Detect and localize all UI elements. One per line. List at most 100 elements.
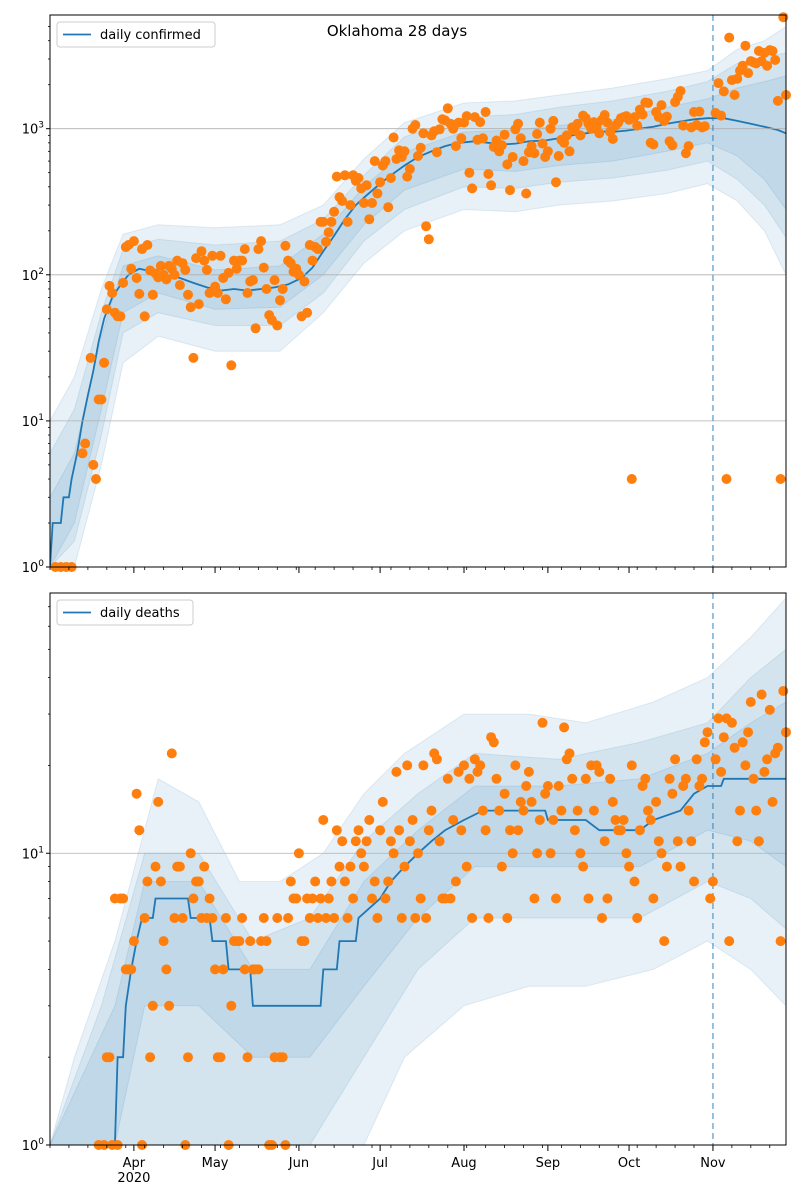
data-point bbox=[312, 244, 323, 255]
data-point bbox=[513, 118, 524, 129]
data-point bbox=[548, 115, 559, 126]
data-point bbox=[375, 825, 386, 836]
data-point bbox=[318, 815, 329, 825]
data-point bbox=[707, 876, 718, 887]
data-point bbox=[139, 913, 150, 923]
data-point bbox=[594, 128, 605, 139]
data-point bbox=[564, 146, 575, 157]
data-point bbox=[502, 913, 513, 923]
data-point bbox=[231, 263, 242, 274]
data-point bbox=[315, 893, 326, 904]
data-point bbox=[559, 722, 570, 733]
data-point bbox=[461, 861, 472, 872]
data-point bbox=[735, 805, 745, 816]
data-point bbox=[551, 177, 561, 188]
data-point bbox=[361, 180, 372, 191]
data-point bbox=[675, 861, 686, 872]
data-point bbox=[242, 1052, 253, 1063]
data-point bbox=[499, 788, 510, 799]
data-point bbox=[615, 825, 626, 836]
data-point bbox=[142, 876, 153, 887]
data-point bbox=[575, 848, 586, 859]
data-point bbox=[480, 825, 491, 836]
data-point bbox=[369, 156, 380, 167]
data-point bbox=[218, 964, 229, 975]
data-point bbox=[364, 815, 375, 825]
data-point bbox=[226, 360, 237, 371]
x-tick-label: May bbox=[202, 1156, 229, 1171]
data-point bbox=[751, 805, 762, 816]
data-point bbox=[147, 289, 158, 300]
data-point bbox=[342, 216, 353, 227]
data-point bbox=[348, 893, 359, 904]
data-point bbox=[729, 90, 740, 100]
data-point bbox=[626, 760, 637, 771]
data-point bbox=[705, 893, 716, 904]
data-point bbox=[602, 117, 613, 128]
data-point bbox=[713, 78, 724, 89]
data-point bbox=[545, 848, 556, 859]
data-point bbox=[321, 913, 331, 923]
axes-frame bbox=[49, 592, 787, 1146]
data-point bbox=[312, 913, 323, 923]
data-point bbox=[256, 236, 267, 247]
uncertainty-band-3 bbox=[50, 701, 786, 1145]
data-point bbox=[551, 893, 561, 904]
data-point bbox=[183, 289, 193, 300]
data-point bbox=[683, 141, 694, 152]
data-point bbox=[307, 255, 318, 266]
data-point bbox=[762, 60, 773, 71]
data-point bbox=[523, 766, 534, 777]
data-point bbox=[410, 120, 421, 130]
data-point bbox=[691, 754, 702, 765]
data-point bbox=[139, 311, 150, 322]
data-point bbox=[770, 55, 781, 65]
data-point bbox=[169, 913, 180, 923]
data-point bbox=[421, 221, 432, 232]
data-point bbox=[155, 876, 166, 887]
data-point bbox=[629, 876, 640, 887]
data-point bbox=[269, 275, 280, 286]
data-point bbox=[329, 913, 340, 923]
data-point bbox=[575, 130, 586, 141]
data-point bbox=[169, 269, 180, 280]
data-point bbox=[153, 796, 164, 807]
data-point bbox=[545, 123, 556, 134]
data-point bbox=[505, 185, 515, 196]
data-point bbox=[672, 836, 683, 847]
data-point bbox=[388, 132, 399, 143]
data-point bbox=[131, 788, 142, 799]
data-point bbox=[599, 110, 610, 120]
data-point bbox=[188, 352, 199, 363]
data-point bbox=[210, 964, 221, 975]
data-point bbox=[599, 836, 610, 847]
data-point bbox=[134, 825, 145, 836]
data-point bbox=[442, 773, 453, 784]
data-point bbox=[188, 893, 199, 904]
y-tick-label: 100 bbox=[22, 1137, 45, 1154]
data-point bbox=[572, 805, 583, 816]
uncertainty-band-1 bbox=[50, 26, 786, 567]
data-point bbox=[237, 255, 248, 266]
data-point bbox=[377, 796, 388, 807]
data-point bbox=[77, 448, 88, 459]
data-point bbox=[764, 704, 775, 715]
data-point bbox=[242, 288, 253, 298]
data-point bbox=[204, 893, 215, 904]
data-point bbox=[358, 861, 369, 872]
data-point bbox=[483, 169, 494, 179]
data-point bbox=[632, 120, 643, 131]
data-point bbox=[367, 893, 377, 904]
data-point bbox=[193, 299, 204, 310]
data-point bbox=[656, 100, 667, 111]
data-point bbox=[199, 861, 210, 872]
data-point bbox=[594, 766, 605, 777]
data-point bbox=[702, 727, 713, 738]
data-point bbox=[445, 893, 456, 904]
data-point bbox=[651, 796, 662, 807]
data-point bbox=[542, 146, 553, 157]
data-point bbox=[775, 936, 786, 947]
data-point bbox=[464, 167, 475, 178]
data-point bbox=[258, 262, 269, 273]
uncertainty-band-3 bbox=[50, 75, 786, 567]
